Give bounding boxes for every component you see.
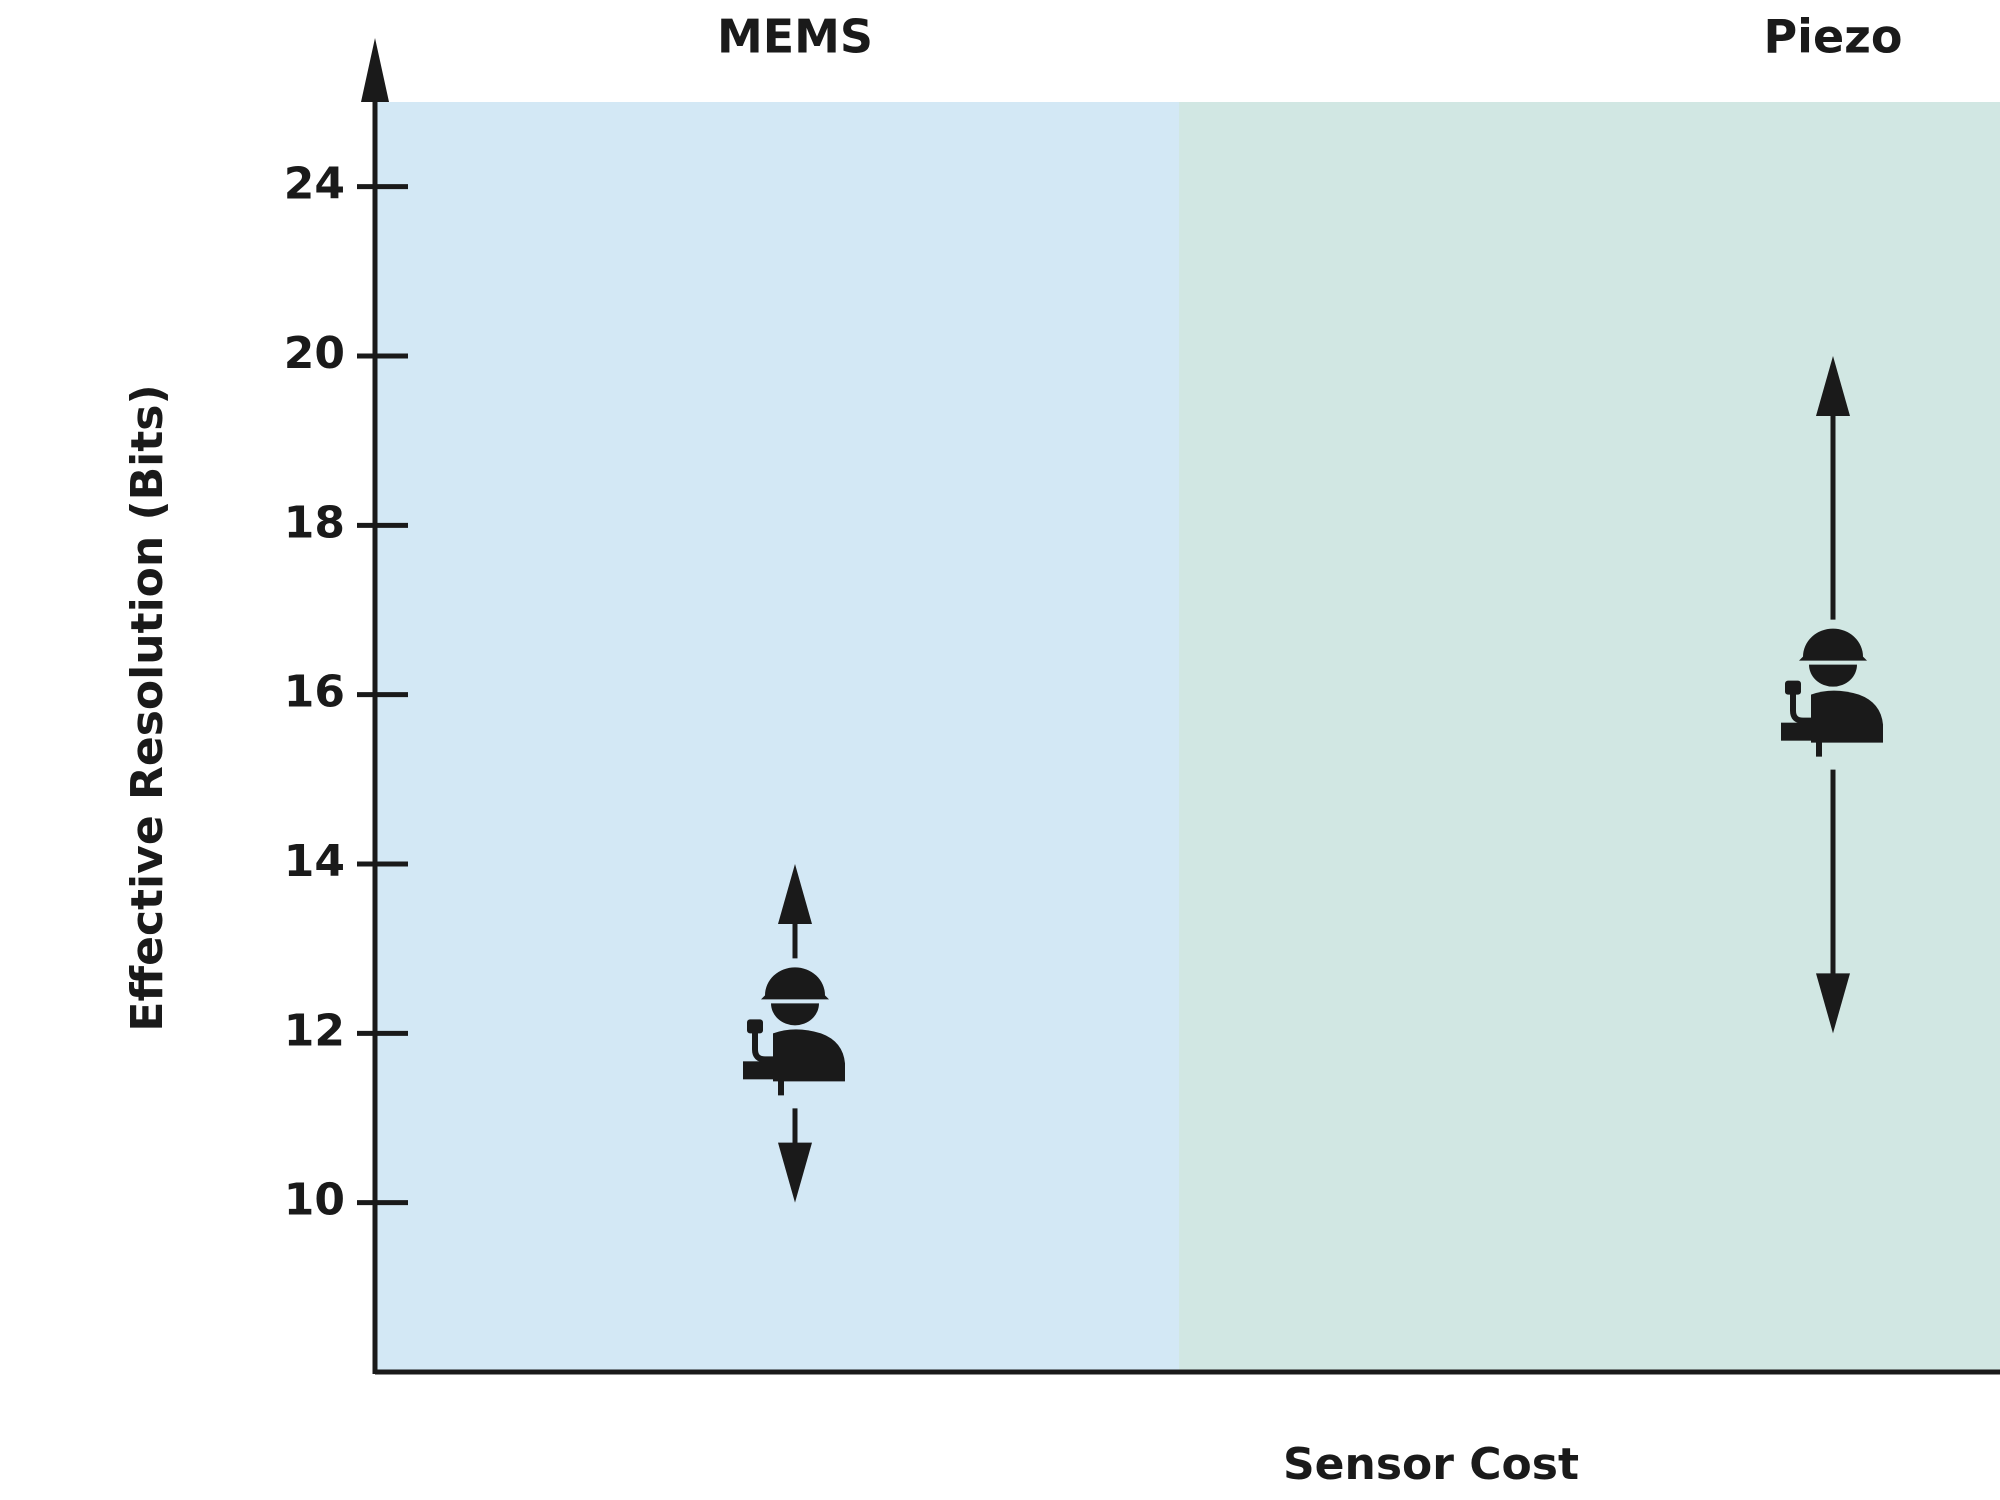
plug [747,1019,763,1034]
y-tick-label: 10 [284,1175,345,1226]
helmet [1799,628,1867,661]
helmet [761,967,829,1000]
regions [375,102,2000,1372]
arrow-head [778,1142,812,1203]
worker-icon [1781,628,1883,757]
x-axis-label: Sensor Cost [1283,1439,1579,1490]
y-axis-arrow [361,38,389,102]
body [773,1029,845,1082]
high-arrow [778,864,812,959]
arrow-head [1816,356,1850,416]
low-arrow [1816,769,1850,1034]
y-tick-label: 14 [284,836,345,887]
cable [752,1023,784,1096]
y-tick-label: 24 [284,159,345,210]
hand [743,1061,773,1080]
plug [1785,680,1801,695]
low-arrow [778,1108,812,1203]
region [375,102,1179,1372]
arrow-head [1816,973,1850,1034]
y-axis-label: Effective Resolution (Bits) [122,384,173,1031]
y-tick-label: 16 [284,667,345,718]
arrow-head [778,864,812,924]
worker-icon [743,967,845,1096]
face [1809,664,1857,687]
body [1811,690,1883,743]
high-arrow [1816,356,1850,620]
hand [1781,722,1811,741]
y-tick-label: 18 [284,497,345,548]
face [771,1003,819,1026]
column-label: Piezo [1763,10,1902,64]
cable [1790,684,1822,757]
y-tick-label: 20 [284,328,345,379]
marks [743,356,1883,1203]
y-tick-label: 12 [284,1005,345,1056]
column-label: MEMS [717,10,873,64]
